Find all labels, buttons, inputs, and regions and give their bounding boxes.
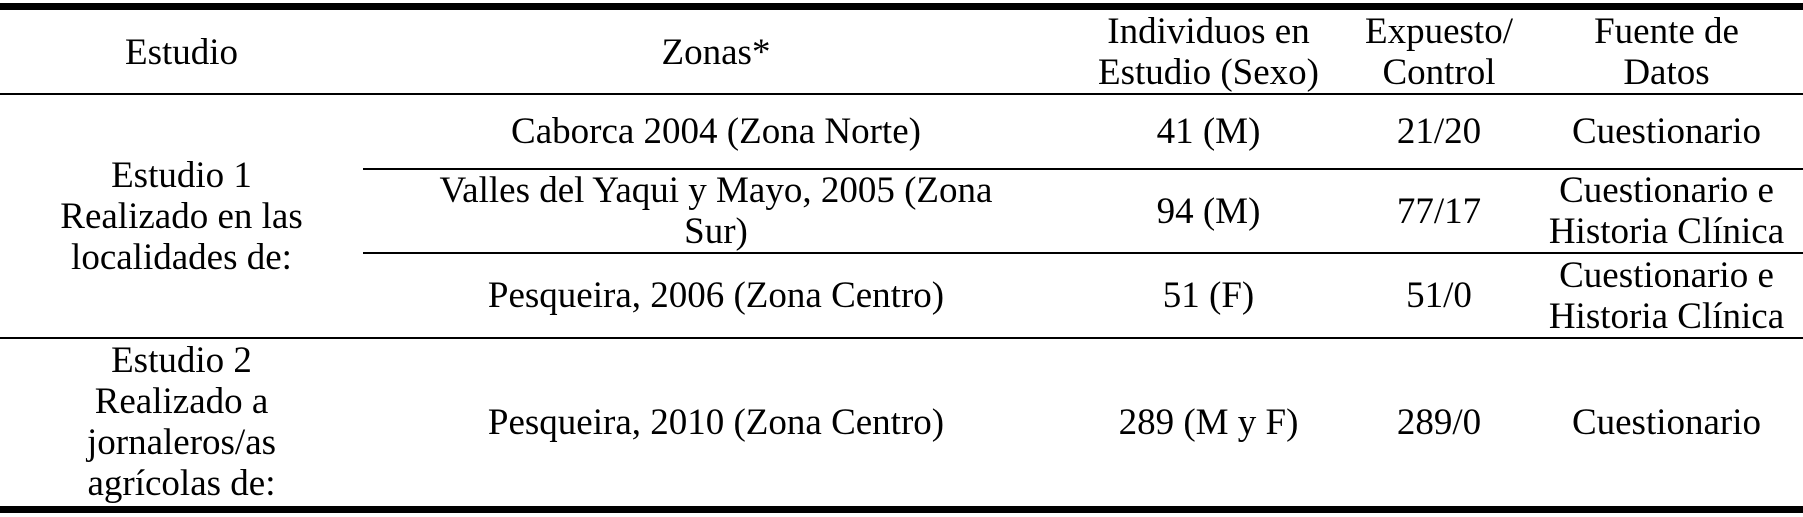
- study-rule: [0, 337, 1803, 339]
- body-cell: 94 (M): [1156, 190, 1261, 232]
- body-cell: Cuestionario e Historia Clínica: [1548, 254, 1785, 337]
- body-cell: Caborca 2004 (Zona Norte): [511, 111, 921, 152]
- header-cell: Zonas*: [661, 31, 771, 73]
- body-cell: 51/0: [1406, 275, 1472, 316]
- body-cell: Valles del Yaqui y Mayo, 2005 (Zona Sur): [439, 170, 993, 252]
- body-cell: 289/0: [1396, 401, 1482, 443]
- body-cell: 41 (M): [1156, 111, 1261, 152]
- top-rule: [0, 3, 1803, 10]
- body-cell: 77/17: [1396, 190, 1482, 232]
- header-cell: Estudio: [124, 31, 239, 73]
- header-cell: Individuos en Estudio (Sexo): [1098, 11, 1319, 93]
- body-cell: Pesqueira, 2010 (Zona Centro): [487, 401, 945, 443]
- body-cell: 51 (F): [1162, 275, 1255, 316]
- row-rule: [363, 168, 1803, 170]
- bottom-rule: [0, 506, 1803, 513]
- body-cell: Cuestionario: [1571, 111, 1762, 152]
- study-label: Estudio 2 Realizado a jornaleros/as agrí…: [86, 340, 277, 504]
- row-rule: [363, 252, 1803, 254]
- body-cell: 289 (M y F): [1118, 401, 1299, 443]
- body-cell: 21/20: [1396, 111, 1482, 152]
- body-cell: Cuestionario e Historia Clínica: [1548, 170, 1785, 252]
- header-rule: [0, 93, 1803, 95]
- header-cell: Fuente de Datos: [1594, 11, 1739, 93]
- header-cell: Expuesto/ Control: [1365, 11, 1513, 93]
- study-label: Estudio 1 Realizado en las localidades d…: [60, 154, 303, 278]
- body-cell: Pesqueira, 2006 (Zona Centro): [487, 275, 945, 316]
- body-cell: Cuestionario: [1571, 401, 1762, 443]
